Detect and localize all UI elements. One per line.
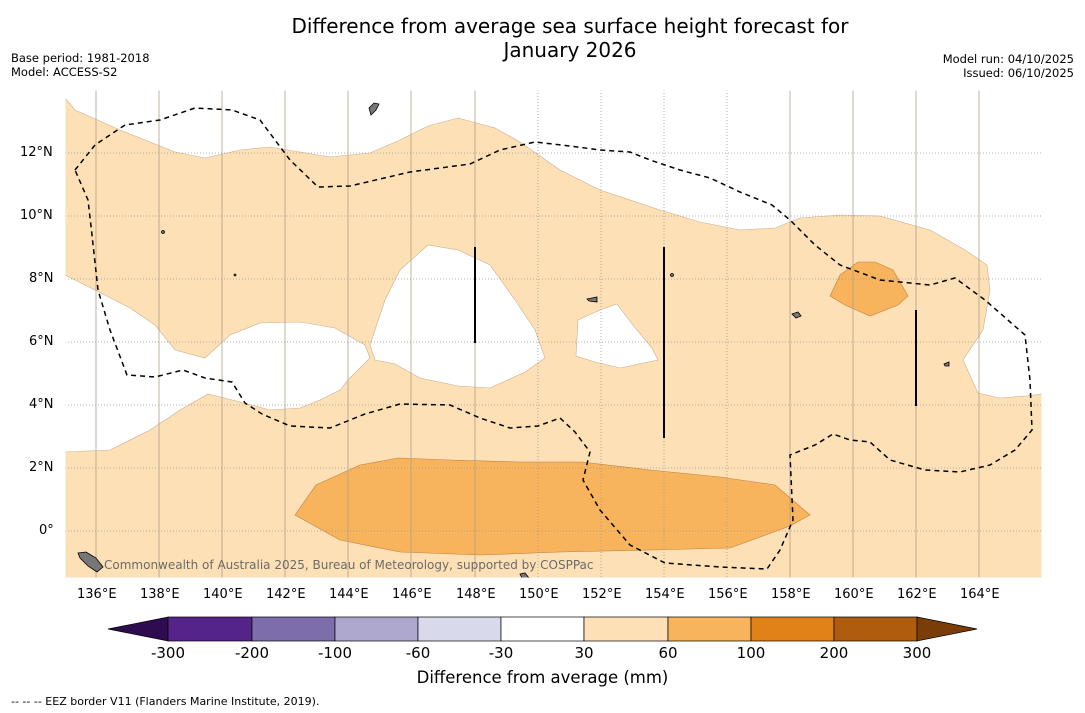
anomaly-60-100-equatorial [294,457,811,556]
colorbar-bin-1 [167,616,253,642]
lat-label: 8°N [29,271,54,286]
meta-left: Base period: 1981-2018 Model: ACCESS-S2 [11,51,150,79]
colorbar-tick: 100 [736,644,766,662]
colorbar-title: Difference from average (mm) [416,668,669,687]
lat-label: 10°N [20,208,53,223]
model-name: Model: ACCESS-S2 [11,65,118,79]
lat-label: 0° [39,523,54,538]
lon-label: 138°E [140,587,180,602]
lon-label: 140°E [203,587,243,602]
colorbar-bin-4 [417,616,502,642]
colorbar-tick: -300 [150,644,186,662]
lon-label: 148°E [456,587,496,602]
lon-label: 136°E [77,587,117,602]
colorbar-tick: 30 [574,644,594,662]
lat-label: 2°N [29,460,54,475]
colorbar-bin-9 [833,616,918,642]
dotted-grid [65,90,1042,578]
lon-label: 142°E [266,587,306,602]
colorbar-tick: -60 [405,644,431,662]
colorbar-tick: -100 [317,644,353,662]
colorbar-extend-high [916,616,978,642]
colorbar-bin-5 [500,616,585,642]
colorbar-bin-8 [750,616,835,642]
map-frame [64,89,1043,579]
lon-label: 144°E [329,587,369,602]
colorbar [107,616,978,642]
colorbar-tick: -200 [234,644,270,662]
colorbar-bin-2 [251,616,336,642]
lat-label: 6°N [29,334,54,349]
colorbar-tick: 200 [819,644,849,662]
lon-label: 164°E [960,587,1000,602]
eez-legend-footer: -- -- -- EEZ border V11 (Flanders Marine… [11,695,320,708]
lon-label: 146°E [392,587,432,602]
title-line-2: January 2026 [503,38,637,62]
map-area [65,90,1042,578]
title-line-1: Difference from average sea surface heig… [291,14,849,38]
lon-label: 156°E [708,587,748,602]
copyright-watermark: Commonwealth of Australia 2025, Bureau o… [104,558,594,572]
white-region-west [65,274,371,453]
model-run: Model run: 04/10/2025 [942,52,1074,66]
lat-label: 4°N [29,397,54,412]
lat-label: 12°N [20,145,53,160]
colorbar-extend-low [107,616,169,642]
colorbar-tick: -30 [488,644,514,662]
white-region-center [369,244,546,389]
white-region-nw [65,90,1042,399]
white-region-east-small [575,303,659,369]
colorbar-bin-7 [667,616,752,642]
colorbar-tick: 60 [658,644,678,662]
lon-label: 152°E [582,587,622,602]
colorbar-bin-3 [334,616,419,642]
base-period: Base period: 1981-2018 [11,51,150,65]
colorbar-bin-6 [583,616,669,642]
lon-label: 160°E [834,587,874,602]
islands [77,102,950,578]
lon-label: 154°E [645,587,685,602]
lon-label: 158°E [771,587,811,602]
lon-label: 162°E [897,587,937,602]
issued-date: Issued: 06/10/2025 [963,66,1074,80]
colorbar-tick: 300 [902,644,932,662]
lon-label: 150°E [519,587,559,602]
meta-right: Model run: 04/10/2025 Issued: 06/10/2025 [943,52,1074,80]
chart-title: Difference from average sea surface heig… [0,14,1085,62]
marker-lines [474,247,917,438]
